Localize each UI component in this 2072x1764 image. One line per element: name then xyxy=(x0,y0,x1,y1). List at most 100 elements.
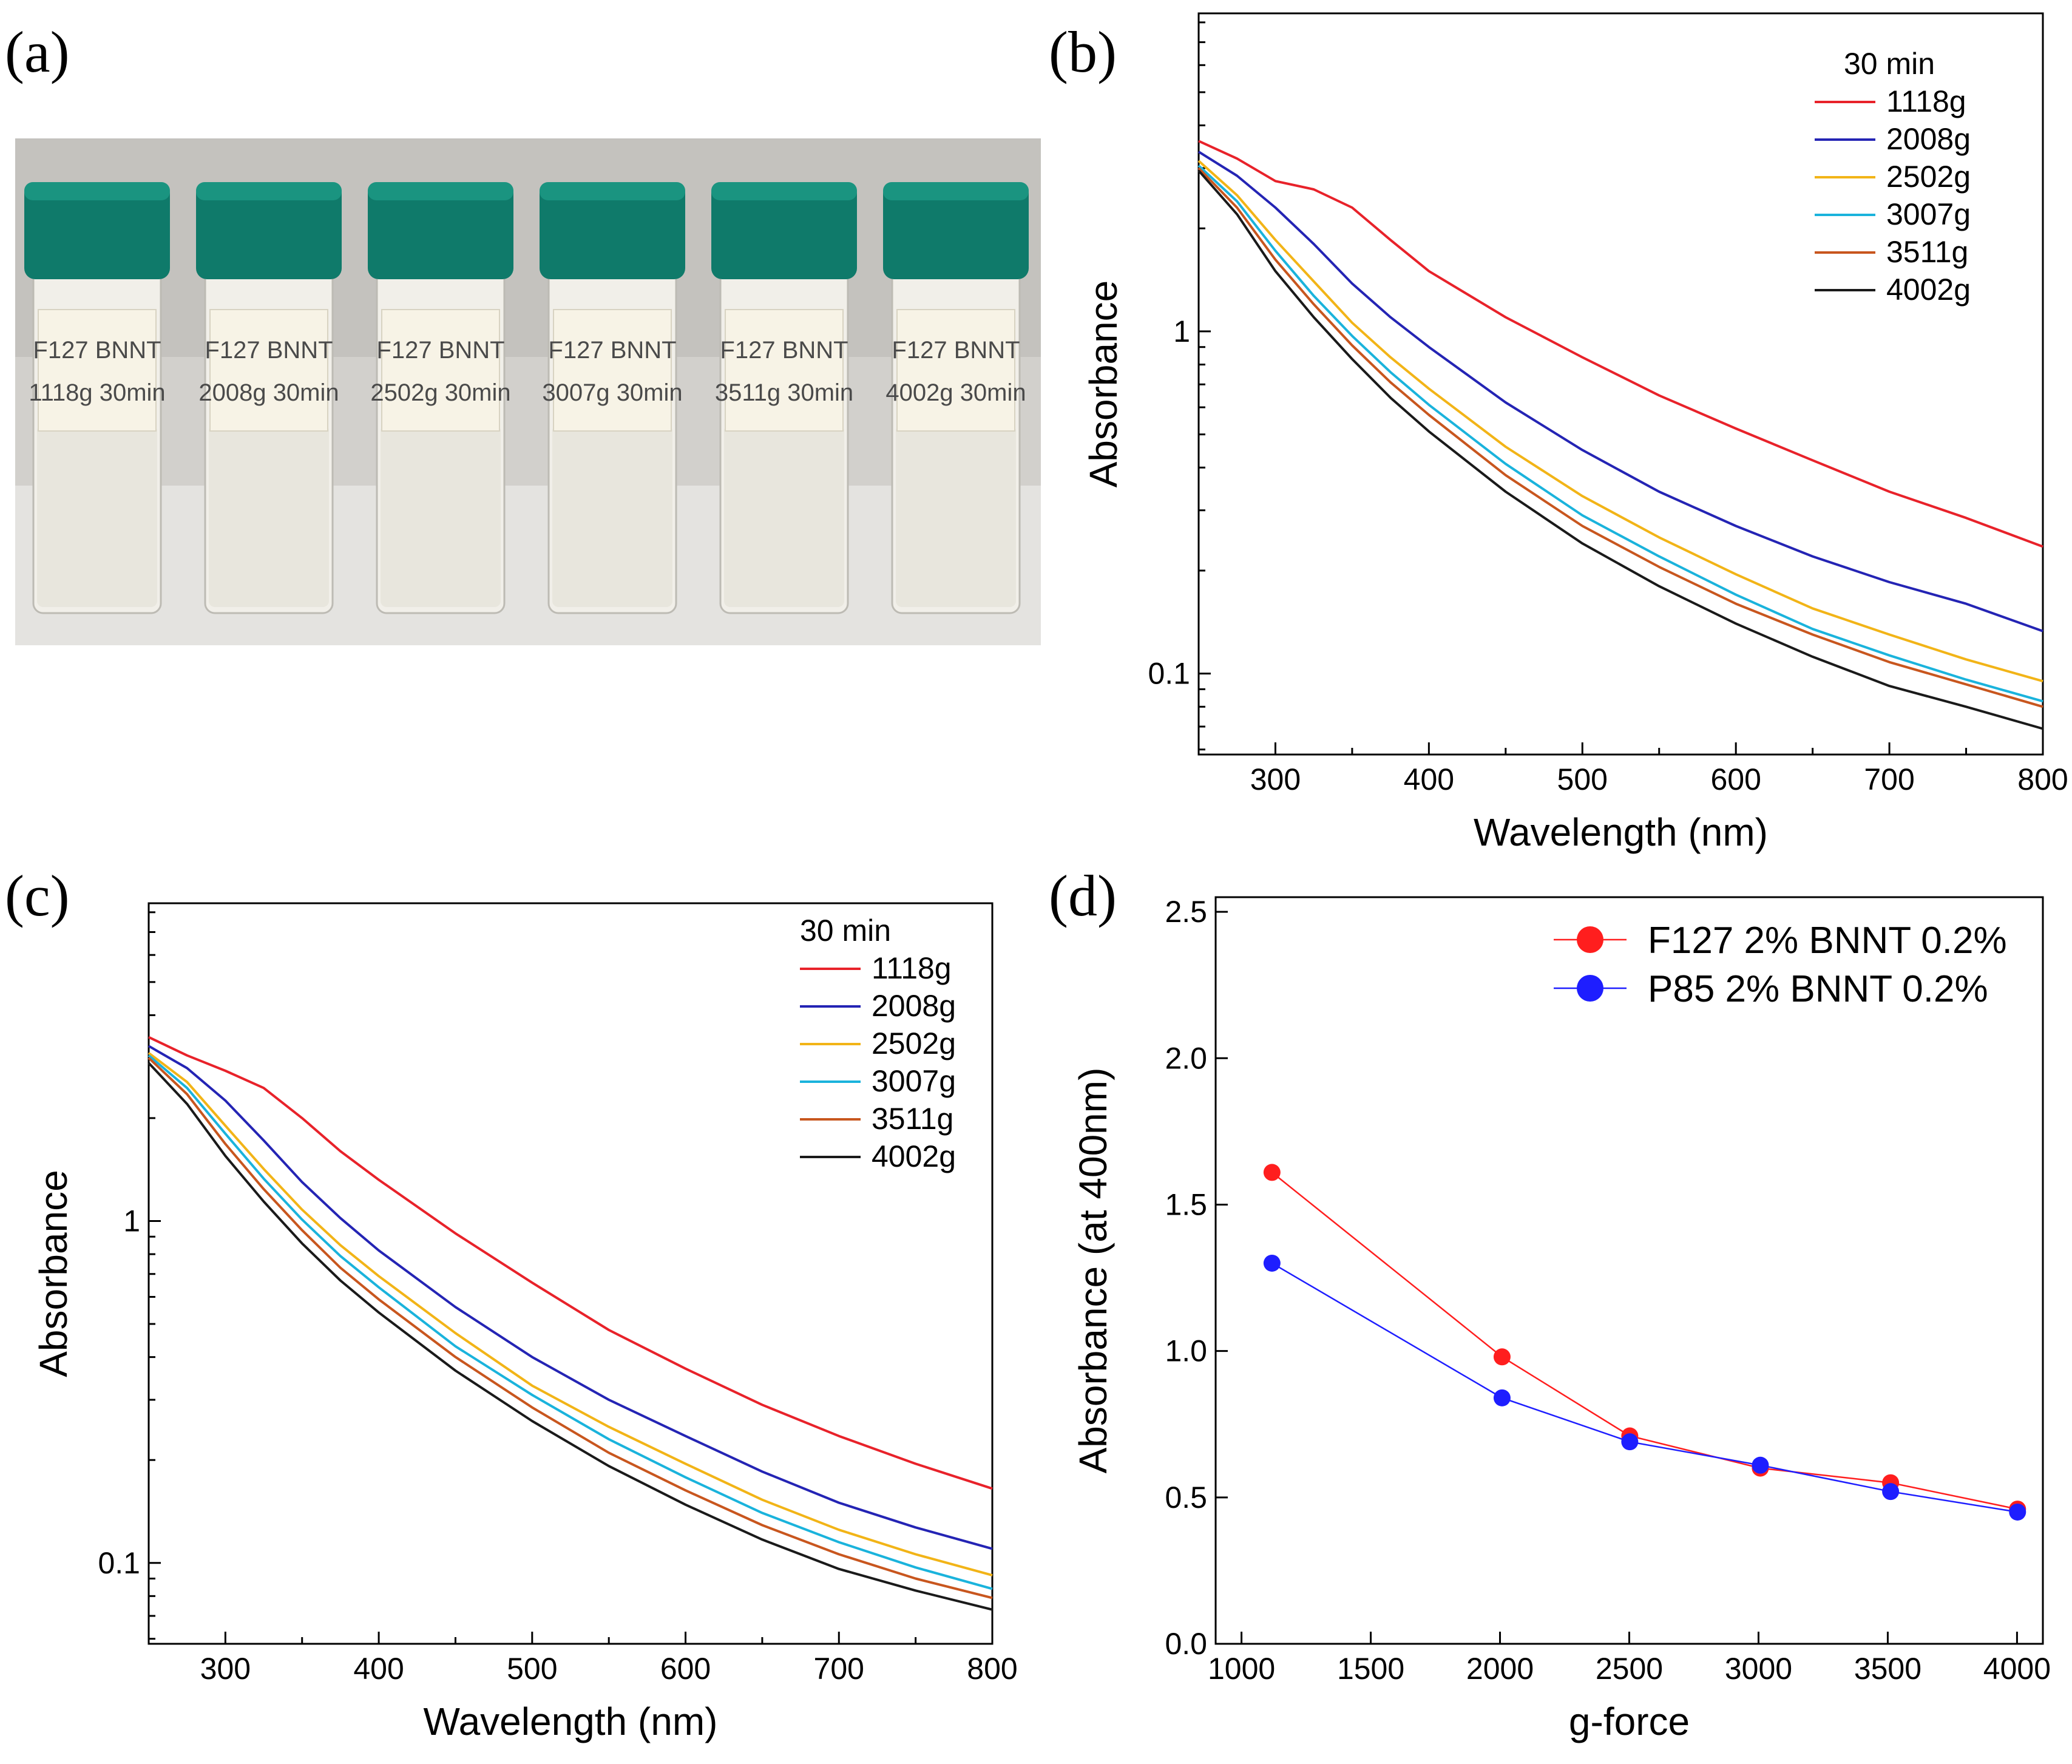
series-line-1118g xyxy=(148,1036,993,1490)
x-tick-label: 400 xyxy=(1404,762,1454,796)
legend-label-2008g: 2008g xyxy=(872,989,956,1023)
x-tick-label: 3500 xyxy=(1854,1652,1921,1686)
vial: F127 BNNT 2502g 30min xyxy=(368,182,513,614)
vial-cap-top xyxy=(196,182,342,200)
x-tick-label: 700 xyxy=(1864,762,1914,796)
vial: F127 BNNT 1118g 30min xyxy=(24,182,170,614)
vial: F127 BNNT 3511g 30min xyxy=(711,182,857,614)
y-axis-label: Absorbance xyxy=(32,1170,75,1377)
vial-label-line1: F127 BNNT xyxy=(205,337,333,364)
legend-label-3007g: 3007g xyxy=(1886,197,1971,231)
vial-photo: F127 BNNT 1118g 30min F127 BNNT 2008g 30min… xyxy=(15,138,1041,645)
data-point xyxy=(1882,1483,1900,1501)
series-line-3511g xyxy=(1197,167,2043,708)
panel-label-d: (d) xyxy=(1049,863,1117,928)
panel-label-a: (a) xyxy=(5,19,70,84)
vial-label xyxy=(725,309,844,432)
x-tick-label: 300 xyxy=(1250,762,1301,796)
vial-label-line1: F127 BNNT xyxy=(720,337,848,364)
x-tick-label: 600 xyxy=(1710,762,1761,796)
vial-cap xyxy=(711,182,857,279)
x-tick-label: 800 xyxy=(2017,762,2068,796)
photo-bench xyxy=(15,486,1041,645)
vial-cap xyxy=(196,182,342,279)
vial: F127 BNNT 2008g 30min xyxy=(196,182,342,614)
x-tick-label: 500 xyxy=(1557,762,1608,796)
y-tick-label: 1 xyxy=(1173,314,1190,348)
vial-label-line2: 2502g 30min xyxy=(370,379,510,406)
vial-liquid xyxy=(724,425,844,607)
series-line-1118g xyxy=(1198,140,2043,548)
vial-liquid xyxy=(37,425,157,607)
y-tick-label: 2.0 xyxy=(1165,1041,1207,1075)
legend-label-3007g: 3007g xyxy=(872,1064,956,1098)
vial-label-line2: 3007g 30min xyxy=(542,379,682,406)
x-tick-label: 400 xyxy=(353,1652,404,1686)
chart-c: 0.1 1 300 400 500 600 700 800 Wavelength (nm) Abs… xyxy=(32,902,1018,1743)
vial-label xyxy=(896,309,1015,432)
y-tick-label: 1 xyxy=(123,1204,140,1238)
x-tick-label: 2500 xyxy=(1596,1652,1663,1686)
data-point xyxy=(1263,1164,1281,1181)
vial-label xyxy=(553,309,672,432)
legend-label-2502g: 2502g xyxy=(1886,160,1971,194)
x-tick-label: 600 xyxy=(660,1652,711,1686)
x-tick-label: 1500 xyxy=(1337,1652,1404,1686)
vial-liquid xyxy=(209,425,329,607)
legend-swatch-marker xyxy=(1577,975,1603,1002)
vial-liquid xyxy=(552,425,672,607)
vial-label-line1: F127 BNNT xyxy=(376,337,504,364)
vial-label-line1: F127 BNNT xyxy=(548,337,676,364)
panel-label-c: (c) xyxy=(5,863,70,928)
vial: F127 BNNT 4002g 30min xyxy=(883,182,1029,614)
legend-swatch-marker xyxy=(1577,926,1603,953)
x-axis-label: Wavelength (nm) xyxy=(424,1700,718,1743)
y-tick-label: 0.1 xyxy=(98,1546,140,1580)
series-line-F127 2% BNNT 0.2% xyxy=(1271,1172,2018,1510)
series-line-2502g xyxy=(147,1052,993,1577)
y-tick-label: 2.5 xyxy=(1165,895,1207,929)
vial-cap xyxy=(540,182,685,279)
x-tick-label: 700 xyxy=(814,1652,864,1686)
legend-label: F127 2% BNNT 0.2% xyxy=(1648,920,2007,962)
legend-label-4002g: 4002g xyxy=(872,1139,956,1173)
y-tick-label: 1.5 xyxy=(1165,1187,1207,1221)
data-point xyxy=(2009,1503,2026,1521)
vial-cap-top xyxy=(24,182,170,200)
series-line-P85 2% BNNT 0.2% xyxy=(1271,1262,2018,1513)
vial-label-line2: 3511g 30min xyxy=(715,379,853,406)
chart-d: 0.0 0.5 1.0 1.5 2.0 2.5 1000 1500 2000 2500 3000 35… xyxy=(1071,895,2051,1743)
plot-frame xyxy=(147,902,994,1645)
legend-label-2502g: 2502g xyxy=(872,1026,956,1060)
y-axis-label: Absorbance xyxy=(1082,280,1125,488)
vial-liquid xyxy=(896,425,1016,607)
vial-cap xyxy=(883,182,1029,279)
legend-title: 30 min xyxy=(800,914,891,948)
chart-b: 0.1 1 300 400 500 600 700 800 Wavelength (nm) Abs… xyxy=(1082,12,2068,854)
vial-label-line1: F127 BNNT xyxy=(33,337,161,364)
vial-cap-top xyxy=(883,182,1029,200)
y-axis-label: Absorbance (at 400nm) xyxy=(1071,1068,1115,1474)
x-tick-label: 300 xyxy=(200,1652,251,1686)
vial-label-line2: 4002g 30min xyxy=(885,379,1026,406)
vial-cap-top xyxy=(368,182,513,200)
vial-cap xyxy=(368,182,513,279)
y-tick-label: 0.1 xyxy=(1148,657,1190,691)
series-line-2008g xyxy=(148,1045,993,1550)
x-tick-label: 1000 xyxy=(1208,1652,1275,1686)
legend-label-1118g: 1118g xyxy=(1886,84,1966,118)
x-tick-label: 3000 xyxy=(1725,1652,1792,1686)
vial: F127 BNNT 3007g 30min xyxy=(540,182,685,614)
y-tick-label: 0.0 xyxy=(1165,1627,1207,1661)
data-point xyxy=(1493,1389,1511,1406)
legend-label-3511g: 3511g xyxy=(1886,235,1968,269)
data-point xyxy=(1752,1456,1769,1474)
x-tick-label: 800 xyxy=(967,1652,1017,1686)
series-line-3007g xyxy=(1197,165,2043,703)
vial-cap-top xyxy=(540,182,685,200)
series-line-4002g xyxy=(1197,169,2043,730)
vial-cap xyxy=(24,182,170,279)
series-line-3007g xyxy=(147,1054,993,1590)
legend-label-2008g: 2008g xyxy=(1886,122,1971,156)
